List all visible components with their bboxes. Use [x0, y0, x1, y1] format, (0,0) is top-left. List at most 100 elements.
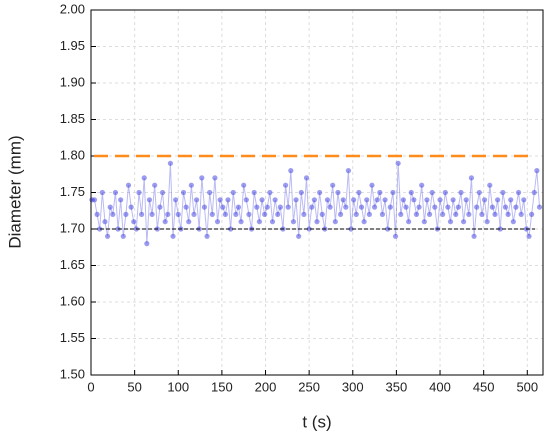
- data-point: [118, 197, 124, 203]
- data-point: [246, 211, 252, 217]
- data-point: [471, 233, 477, 239]
- data-point: [377, 189, 383, 196]
- y-axis-label: Diameter (mm): [5, 135, 24, 248]
- data-point: [99, 189, 105, 196]
- data-point: [165, 211, 171, 217]
- data-point: [314, 219, 320, 225]
- y-tick-label: 1.70: [60, 220, 85, 235]
- data-point: [345, 168, 352, 174]
- data-point: [400, 197, 406, 203]
- data-point: [505, 211, 511, 217]
- data-point: [424, 197, 430, 203]
- data-point: [146, 197, 153, 203]
- data-point: [102, 219, 108, 225]
- data-point: [450, 197, 456, 203]
- data-point: [408, 189, 414, 196]
- data-point: [94, 211, 100, 217]
- data-point: [296, 233, 302, 239]
- data-point: [259, 197, 265, 203]
- data-point: [264, 204, 270, 210]
- data-point: [358, 204, 365, 210]
- data-point: [201, 204, 208, 210]
- data-point: [159, 189, 166, 196]
- data-point: [193, 197, 200, 203]
- data-point: [112, 189, 119, 196]
- data-point: [348, 226, 354, 232]
- x-tick-label: 100: [167, 379, 189, 394]
- data-point: [390, 189, 396, 196]
- data-point: [495, 197, 501, 203]
- data-point: [301, 211, 307, 217]
- data-point: [293, 197, 299, 203]
- data-point: [479, 211, 485, 217]
- data-point: [209, 211, 215, 217]
- data-point: [167, 160, 174, 166]
- data-point: [290, 219, 297, 225]
- data-point: [220, 204, 226, 210]
- data-point: [387, 204, 393, 210]
- data-point: [131, 219, 137, 225]
- data-point: [521, 197, 527, 203]
- data-point: [107, 204, 113, 210]
- x-tick-label: 400: [429, 379, 451, 394]
- x-tick-label: 500: [516, 379, 538, 394]
- data-point: [204, 233, 210, 239]
- data-point: [476, 189, 482, 196]
- data-point: [233, 211, 239, 217]
- data-point: [492, 211, 498, 217]
- data-point: [125, 182, 132, 188]
- data-point: [531, 189, 537, 196]
- data-point: [534, 168, 540, 174]
- data-point: [529, 211, 535, 217]
- data-point: [536, 204, 543, 210]
- data-point: [104, 233, 111, 239]
- y-tick-label: 1.80: [60, 147, 85, 162]
- data-point: [191, 211, 197, 217]
- data-point: [445, 204, 451, 210]
- data-point: [497, 226, 503, 232]
- data-point: [298, 189, 304, 196]
- data-point: [440, 211, 446, 217]
- data-point: [466, 211, 472, 217]
- data-point: [442, 189, 448, 196]
- data-point: [91, 197, 98, 203]
- data-point: [238, 219, 244, 225]
- data-point: [453, 211, 459, 217]
- data-point: [366, 211, 372, 217]
- data-point: [149, 211, 155, 217]
- data-point: [141, 175, 147, 181]
- y-tick-label: 1.95: [60, 38, 85, 53]
- data-point: [317, 189, 323, 196]
- data-point: [309, 204, 315, 210]
- data-point: [395, 160, 401, 166]
- data-point: [256, 219, 263, 225]
- data-point: [186, 219, 192, 225]
- data-point: [162, 219, 168, 225]
- data-point: [277, 204, 283, 210]
- data-point: [398, 211, 404, 217]
- x-tick-label: 300: [342, 379, 364, 394]
- data-point: [275, 211, 281, 217]
- y-tick-label: 1.60: [60, 293, 85, 308]
- data-point: [513, 204, 519, 210]
- data-point: [515, 189, 522, 196]
- data-point: [364, 197, 370, 203]
- data-point: [272, 197, 278, 203]
- data-point: [170, 233, 176, 239]
- data-point: [382, 197, 388, 203]
- data-point: [110, 211, 116, 217]
- data-point: [152, 182, 158, 188]
- data-point: [285, 204, 291, 210]
- data-point: [489, 204, 495, 210]
- data-point: [510, 219, 516, 225]
- data-point: [468, 175, 475, 181]
- data-point: [502, 204, 509, 210]
- data-point: [419, 182, 425, 188]
- data-point: [288, 168, 294, 174]
- x-tick-label: 50: [127, 379, 141, 394]
- data-point: [411, 197, 417, 203]
- y-tick-label: 1.55: [60, 330, 85, 345]
- data-point: [225, 197, 231, 203]
- data-point: [188, 182, 194, 188]
- data-point: [199, 175, 205, 181]
